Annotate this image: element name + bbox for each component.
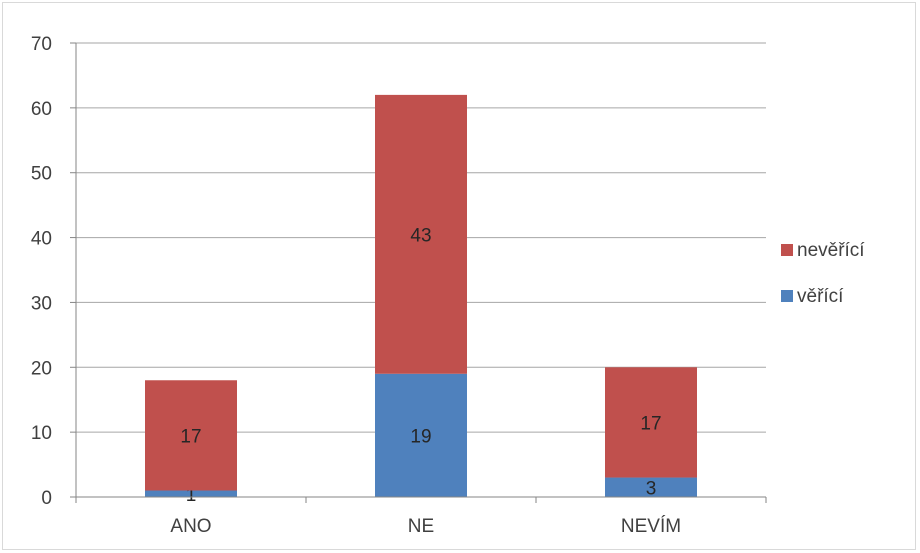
legend-label: věřící <box>797 286 844 307</box>
y-tick-label: 30 <box>31 293 52 314</box>
y-tick-label: 20 <box>31 358 52 379</box>
legend-swatch-věřící <box>781 290 793 302</box>
bar-nevěřící-NEVÍM <box>605 367 697 478</box>
data-label: 43 <box>410 225 431 246</box>
y-tick-label: 70 <box>31 34 52 55</box>
y-tick-label: 40 <box>31 229 52 250</box>
x-tick-label: NEVÍM <box>621 516 681 537</box>
x-tick-label: ANO <box>170 516 211 537</box>
bar-věřící-NE <box>375 373 467 497</box>
legend-label: nevěřící <box>797 240 865 261</box>
data-label: 19 <box>410 426 431 447</box>
bar-nevěřící-ANO <box>145 380 237 491</box>
data-label: 1 <box>186 485 197 506</box>
data-label: 17 <box>180 426 201 447</box>
y-tick-label: 10 <box>31 423 52 444</box>
stacked-bar-chart: 0 10 20 30 40 50 60 70 1 17 ANO 19 43 NE 3 17 NEVÍM nevěř… <box>31 34 865 537</box>
y-tick-label: 60 <box>31 99 52 120</box>
bar-věřící-ANO <box>145 490 237 497</box>
y-tick-label: 50 <box>31 164 52 185</box>
data-label: 17 <box>640 413 661 434</box>
data-label: 3 <box>646 478 657 499</box>
x-tick-label: NE <box>408 516 434 537</box>
bar-nevěřící-NE <box>375 94 467 374</box>
legend-swatch-nevěřící <box>781 244 793 256</box>
y-tick-label: 0 <box>41 488 52 509</box>
bar-věřící-NEVÍM <box>605 477 697 497</box>
